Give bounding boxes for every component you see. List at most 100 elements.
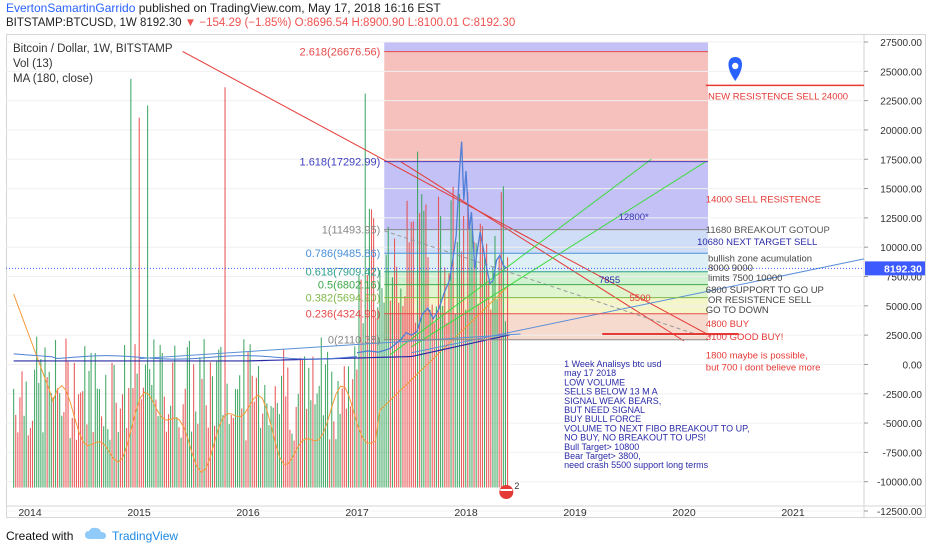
ohlc-values: O:8696.54 H:8900.90 L:8100.01 C:8192.30 bbox=[294, 17, 516, 29]
note-line-9: Bull Target> 10800 bbox=[564, 442, 639, 452]
price-chart[interactable]: 2.618(26676.56) 1.618(17292.99) 1(11493.95… bbox=[6, 34, 926, 518]
annotation-11: 7855 bbox=[599, 275, 620, 286]
price-line-early bbox=[13, 353, 358, 360]
y-tick-9: 5000.00 bbox=[886, 302, 923, 313]
event-count: 2 bbox=[514, 481, 519, 491]
annotation-12: 5500 bbox=[630, 293, 651, 304]
trend-line-red-lower bbox=[400, 161, 685, 342]
y-tick-3: 20000.00 bbox=[880, 126, 922, 137]
note-line-8: NO BUY, NO BREAKOUT TO UPS! bbox=[564, 433, 706, 443]
fib-label-8: 0(2110.38) bbox=[328, 335, 380, 347]
annotation-3: 11680 BREAKOUT GOTOUP bbox=[706, 225, 830, 236]
x-tick-7: 2021 bbox=[781, 507, 805, 518]
fib-label-4: 0.618(7909.42) bbox=[306, 267, 381, 279]
annotation-13: 4800 BUY bbox=[706, 319, 750, 330]
y-tick-15: -10000.00 bbox=[877, 478, 922, 489]
y-tick-8: 7500.00 bbox=[886, 273, 923, 284]
annotation-1: 14000 SELL RESISTENCE bbox=[706, 195, 821, 206]
trend-line-green-1 bbox=[389, 158, 652, 356]
trend-line-red-upper bbox=[182, 50, 712, 337]
author-link[interactable]: EvertonSamartinGarrido bbox=[6, 1, 136, 15]
location-pin-dot bbox=[732, 62, 739, 70]
x-tick-3: 2017 bbox=[345, 507, 369, 518]
annotation-10: GO TO DOWN bbox=[706, 305, 769, 316]
trend-line-blue-support bbox=[411, 258, 865, 354]
note-line-10: Bear Target> 3800, bbox=[564, 451, 641, 461]
annotation-9: OR RESISTENCE SELL bbox=[708, 295, 811, 306]
y-tick-14: -7500.00 bbox=[883, 448, 923, 459]
fib-label-6: 0.382(5694.90) bbox=[306, 293, 381, 305]
tradingview-cloud-icon bbox=[85, 527, 106, 539]
fib-zone-1 bbox=[384, 51, 708, 162]
fib-zone-2 bbox=[384, 161, 708, 230]
note-line-11: need crash 5500 support long terms bbox=[564, 460, 709, 470]
trend-line-blue-long bbox=[138, 333, 521, 360]
fib-label-0: 2.618(26676.56) bbox=[300, 47, 381, 59]
note-line-3: SELLS BELOW 13 M A bbox=[564, 387, 658, 397]
fib-label-2: 1(11493.95) bbox=[322, 225, 381, 237]
annotation-15: 1800 maybe is possible, bbox=[706, 351, 808, 362]
y-tick-16: -12500.00 bbox=[877, 507, 922, 518]
legend-vol: Vol (13) bbox=[13, 58, 53, 70]
volume-ma-line bbox=[13, 287, 507, 473]
y-tick-4: 17500.00 bbox=[880, 155, 922, 166]
y-tick-5: 15000.00 bbox=[880, 185, 922, 196]
y-tick-0: 27500.00 bbox=[880, 38, 922, 49]
y-tick-1: 25000.00 bbox=[880, 67, 922, 78]
note-line-6: BUY BULL FORCE bbox=[564, 414, 641, 424]
x-tick-1: 2015 bbox=[127, 507, 151, 518]
symbol-label: BITSTAMP:BTCUSD, 1W bbox=[6, 17, 137, 29]
y-tick-13: -5000.00 bbox=[883, 419, 923, 430]
legend-title: Bitcoin / Dollar, 1W, BITSTAMP bbox=[13, 43, 173, 55]
annotation-5: bullish zone acumulation bbox=[708, 253, 812, 264]
symbol-header: BITSTAMP:BTCUSD, 1W 8192.30 ▼ −154.29 (−… bbox=[6, 17, 515, 29]
fib-zone-5 bbox=[384, 271, 708, 285]
annotation-2: 12800* bbox=[619, 212, 649, 223]
publish-header: EvertonSamartinGarrido published on Trad… bbox=[6, 1, 441, 15]
y-tick-10: 2500.00 bbox=[886, 331, 923, 342]
y-tick-11: 0.00 bbox=[903, 360, 923, 371]
fib-label-1: 1.618(17292.99) bbox=[300, 157, 381, 169]
price-change: −154.29 (−1.85%) bbox=[199, 17, 292, 29]
fib-label-5: 0.5(6802.16) bbox=[318, 280, 380, 292]
us-flag-icon bbox=[499, 485, 514, 499]
note-line-0: 1 Week Analisys btc usd bbox=[564, 359, 661, 369]
fib-zone-0 bbox=[384, 42, 708, 52]
y-tick-7: 10000.00 bbox=[880, 243, 922, 254]
annotation-0: NEW RESISTENCE SELL 24000 bbox=[708, 91, 848, 102]
annotation-7: limits 7500 10000 bbox=[708, 273, 782, 284]
last-price-badge bbox=[865, 261, 925, 276]
created-with-label: Created with bbox=[6, 529, 74, 543]
note-line-2: LOW VOLUME bbox=[564, 377, 625, 387]
note-line-7: VOLUME TO NEXT FIBO BREAKOUT TO UP, bbox=[564, 423, 749, 433]
annotation-14: 3100 GOOD BUY! bbox=[706, 332, 784, 343]
down-arrow-icon: ▼ bbox=[184, 17, 197, 29]
y-tick-12: -2500.00 bbox=[883, 390, 923, 401]
fib-label-7: 0.236(4324.90) bbox=[306, 309, 381, 321]
fib-zone-6 bbox=[384, 284, 708, 298]
us-flag-icon-stripe bbox=[500, 489, 513, 491]
price-line bbox=[356, 141, 507, 354]
y-tick-6: 12500.00 bbox=[880, 214, 922, 225]
last-price-badge-label: 8192.30 bbox=[884, 263, 922, 275]
y-tick-2: 22500.00 bbox=[880, 97, 922, 108]
annotation-6: 8000 9000 bbox=[708, 263, 753, 274]
trend-line-green-2 bbox=[411, 161, 707, 348]
x-tick-4: 2018 bbox=[454, 507, 478, 518]
x-tick-0: 2014 bbox=[18, 507, 42, 518]
annotation-4: 10680 NEXT TARGET SELL bbox=[697, 237, 817, 248]
footer: Created with TradingView bbox=[0, 520, 932, 550]
legend-ma: MA (180, close) bbox=[13, 73, 93, 85]
x-tick-2: 2016 bbox=[236, 507, 260, 518]
tradingview-brand[interactable]: TradingView bbox=[112, 529, 179, 543]
fib-label-3: 0.786(9485.86) bbox=[306, 248, 381, 260]
note-line-1: may 17 2018 bbox=[564, 368, 616, 378]
fib-zone-3 bbox=[384, 229, 708, 254]
ma-180-line bbox=[13, 334, 510, 362]
x-tick-6: 2020 bbox=[672, 507, 696, 518]
note-line-5: BUT NEED SIGNAL bbox=[564, 405, 645, 415]
projection-dashed-line bbox=[384, 230, 696, 335]
annotation-8: 6800 SUPPORT TO GO UP bbox=[706, 285, 824, 296]
note-line-4: SIGNAL WEAK BEARS, bbox=[564, 396, 661, 406]
x-tick-5: 2019 bbox=[563, 507, 587, 518]
